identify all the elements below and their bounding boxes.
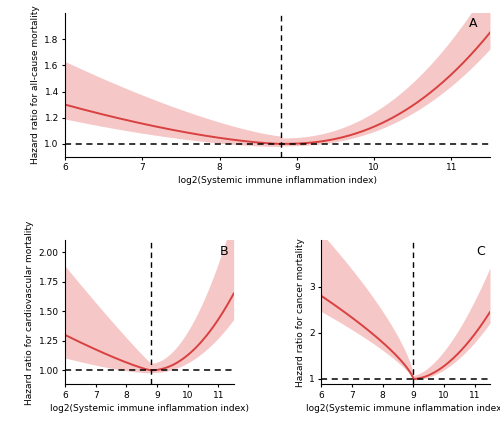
Y-axis label: Hazard ratio for cardiovascular mortality: Hazard ratio for cardiovascular mortalit…: [26, 220, 35, 405]
Y-axis label: Hazard ratio for cancer mortality: Hazard ratio for cancer mortality: [296, 238, 305, 387]
Text: C: C: [476, 245, 485, 258]
Y-axis label: Hazard ratio for all-cause mortality: Hazard ratio for all-cause mortality: [31, 6, 40, 164]
X-axis label: log2(Systemic immune inflammation index): log2(Systemic immune inflammation index): [178, 176, 377, 185]
X-axis label: log2(Systemic immune inflammation index): log2(Systemic immune inflammation index): [306, 404, 500, 413]
X-axis label: log2(Systemic immune inflammation index): log2(Systemic immune inflammation index): [50, 404, 249, 413]
Text: B: B: [220, 245, 228, 258]
Text: A: A: [468, 17, 477, 30]
